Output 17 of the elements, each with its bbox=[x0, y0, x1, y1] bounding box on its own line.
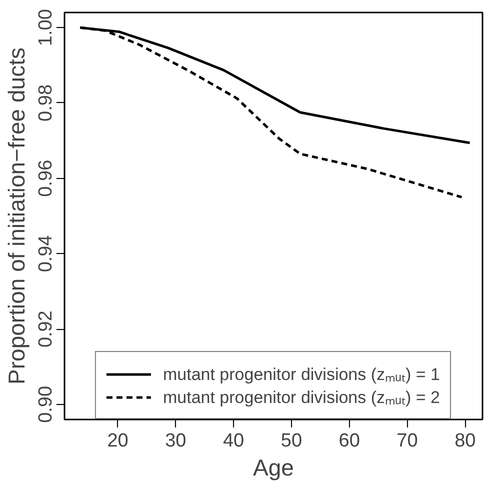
y-tick-label: 0.90 bbox=[36, 386, 56, 423]
y-axis-title: Proportion of initiation−free ducts bbox=[4, 48, 30, 384]
x-axis-title: Age bbox=[253, 454, 294, 480]
x-tick-label: 50 bbox=[280, 430, 302, 452]
x-tick-label: 30 bbox=[165, 430, 186, 452]
y-tick-label: 0.94 bbox=[36, 234, 56, 272]
x-tick-label: 40 bbox=[222, 430, 244, 452]
legend-label: mutant progenitor divisions (zₘᵤₜ) = 2 bbox=[162, 387, 440, 408]
x-tick-label: 20 bbox=[107, 430, 128, 452]
y-tick-label: 0.96 bbox=[36, 160, 56, 197]
x-tick-label: 80 bbox=[454, 430, 476, 452]
y-tick-label: 0.92 bbox=[36, 310, 56, 348]
x-tick-label: 70 bbox=[396, 430, 418, 452]
y-tick-label: 0.98 bbox=[36, 84, 56, 122]
y-tick-label: 1.00 bbox=[36, 9, 56, 46]
legend-label: mutant progenitor divisions (zₘᵤₜ) = 1 bbox=[162, 364, 440, 385]
x-tick-label: 60 bbox=[338, 430, 360, 452]
